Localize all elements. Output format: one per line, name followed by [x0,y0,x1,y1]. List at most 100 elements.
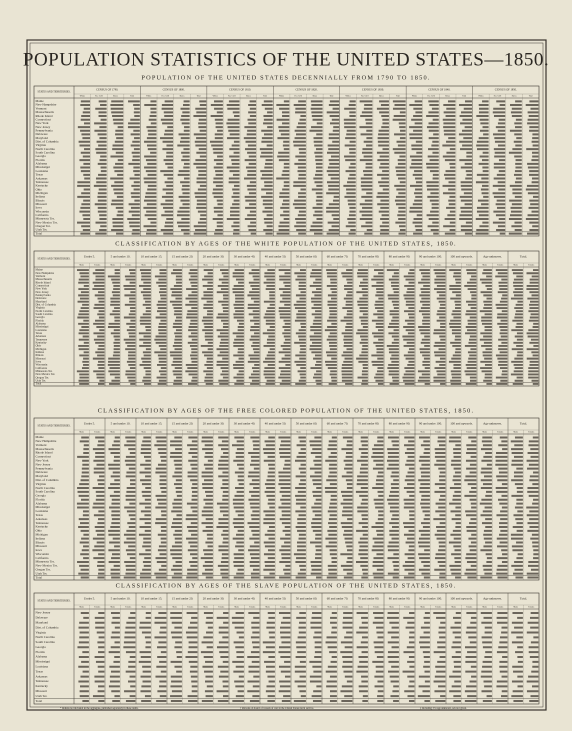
sub-column-header: Total [263,95,267,97]
row-label: Utah Ter. [36,378,47,382]
column-header: CENSUS OF 1840. [428,89,450,92]
sub-column-header: Males [204,431,209,433]
column-header: Age unknown. [483,597,502,601]
row-label: Massachusetts [36,447,55,451]
total-label: Total [36,699,43,703]
column-header: 90 and under 100. [419,255,442,259]
sub-column-header: Males [421,264,426,266]
row-label: Delaware [36,616,49,620]
column-header: 10 and under 15. [141,422,163,426]
row-label: Arkansas [36,674,49,678]
row-label: Louisiana [36,169,49,173]
sub-column-header: Females [249,431,255,433]
row-label: Tennessee [36,180,50,184]
row-label: Ohio [36,344,42,348]
row-label: Dist. of Columbia [36,478,60,482]
row-label: New Jersey [36,462,51,466]
row-label: Delaware [36,132,49,136]
column-header: 30 and under 40. [234,422,256,426]
row-label: Wisconsin [36,363,48,367]
row-label: New Hampshire [36,271,55,275]
page-title: POPULATION STATISTICS OF THE UNITED STAT… [23,49,549,70]
row-label: Mississippi [36,505,51,509]
sub-column-header: Males [204,606,209,608]
row-label: California [36,213,50,217]
row-label: Georgia [36,494,47,498]
row-label: Pennsylvania [36,466,54,470]
sub-column-header: Females [373,264,379,266]
row-label: Florida [36,497,46,501]
row-label: Florida [36,158,46,162]
sub-column-header: Females [373,606,379,608]
row-label: Indiana [36,195,46,199]
sub-column-header: Males [80,264,85,266]
sub-column-header: Free Col'd [427,95,435,97]
sub-column-header: Females [528,431,534,433]
sub-column-header: Males [483,264,488,266]
column-header: 5 and under 10. [111,255,131,259]
sub-column-header: Males [204,264,209,266]
row-label: Michigan [36,191,49,195]
column-header: CENSUS OF 1830. [362,89,384,92]
sub-column-header: Males [297,431,302,433]
row-label: Maryland [36,299,48,303]
row-label: Utah Ter. [36,694,48,698]
column-header: Total. [520,597,528,601]
row-label: New York [36,459,49,463]
column-header: 100 and upwards. [450,422,473,426]
sub-column-header: Slaves [379,95,384,97]
sub-column-header: Females [435,606,441,608]
column-header: 40 and under 50. [265,422,287,426]
column-header: 40 and under 50. [265,255,287,259]
row-label: North Carolina [36,635,56,639]
sub-column-header: Males [142,606,147,608]
row-label: Illinois [36,353,44,357]
row-label: Kentucky [36,340,48,344]
row-label: Florida [36,318,45,322]
row-label: Utah Ter. [36,228,48,232]
cell-figures [76,269,539,385]
sub-column-header: Females [280,431,286,433]
row-label: Ohio [36,187,43,191]
sub-column-header: Males [483,431,488,433]
row-label: Virginia [36,306,46,310]
row-label: Kentucky [36,684,49,688]
sub-column-header: Males [390,606,395,608]
sub-column-header: Whites [279,95,284,97]
row-label: New Jersey [36,290,50,294]
column-header: 60 and under 70. [327,255,349,259]
sub-column-header: Males [421,606,426,608]
row-label: New Mexico Ter. [36,564,58,568]
column-header: Age unknown. [483,255,502,259]
row-label: Illinois [36,198,46,202]
column-header: CENSUS OF 1800. [163,89,185,92]
column-header: 15 and under 20. [172,597,194,601]
column-header: 100 and upwards. [450,597,473,601]
sub-column-header: Females [94,264,100,266]
row-label: Alabama [36,655,48,659]
sub-column-header: Males [173,431,178,433]
sub-column-header: Females [125,606,131,608]
sub-column-header: Males [111,264,116,266]
row-label: Virginia [36,482,47,486]
row-label: Alabama [36,501,48,505]
sub-column-header: Females [373,431,379,433]
column-header: 70 and under 80. [358,422,380,426]
sub-column-header: Slaves [246,95,251,97]
sub-column-header: Whites [146,95,151,97]
row-label: Delaware [36,296,48,300]
row-label: Connecticut [36,455,52,459]
row-label: Mississippi [36,325,49,329]
row-label: Wisconsin [36,209,50,213]
sub-column-header: Females [497,606,503,608]
sub-column-header: Males [142,264,147,266]
sub-column-header: Males [297,606,302,608]
total-label: Total [36,382,42,386]
row-label: Louisiana [36,665,49,669]
sub-column-header: Females [404,431,410,433]
sub-column-header: Females [249,606,255,608]
row-label: California [36,366,48,370]
sub-column-header: Free Col'd [95,95,103,97]
sub-column-header: Females [311,431,317,433]
row-label: New Mexico Ter. [36,220,58,224]
